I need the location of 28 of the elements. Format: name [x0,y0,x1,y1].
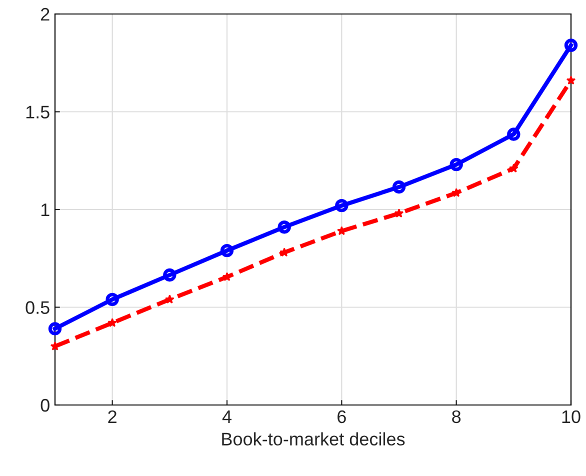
y-tick-label: 1 [41,204,50,216]
point [450,158,463,172]
point [509,164,518,173]
point [507,128,520,141]
point [163,268,176,282]
point [564,38,578,52]
x-tick-label: 6 [338,410,346,424]
y-tick-label: 1.5 [26,106,50,118]
point [278,220,291,234]
y-tick-label: 2 [41,8,50,21]
point [394,208,404,218]
point [106,292,119,306]
point [165,294,174,304]
y-tick-label: 0.5 [26,301,50,314]
point [335,198,348,212]
x-axis-title: Book-to-market deciles [222,432,405,446]
x-tick-label: 4 [222,410,232,423]
point [220,244,234,258]
x-tick-label: 2 [108,410,116,423]
point [392,180,406,194]
x-tick-label: 10 [562,410,580,424]
point [222,272,232,282]
y-tick-label: 0 [40,398,50,412]
point [48,322,62,336]
point [108,318,117,327]
point [566,76,576,85]
point [50,341,60,350]
x-tick-label: 8 [452,410,461,424]
